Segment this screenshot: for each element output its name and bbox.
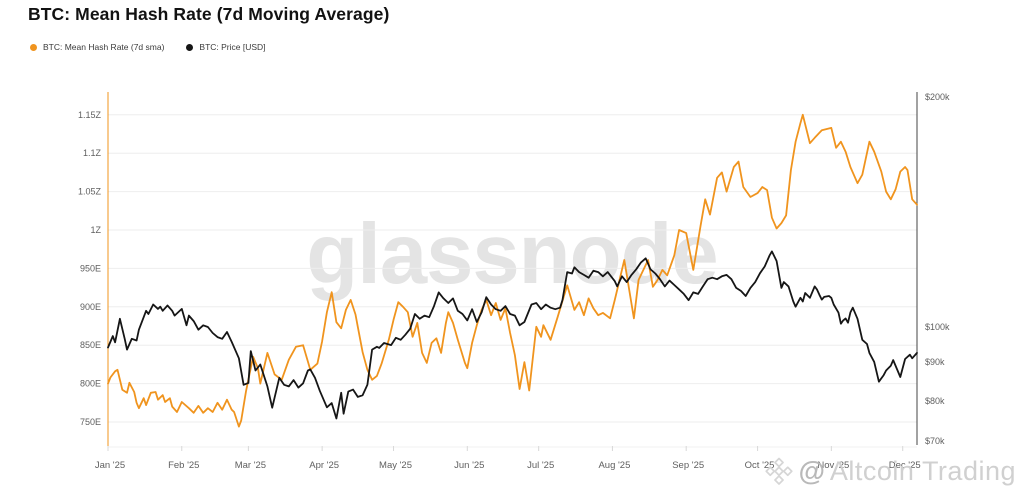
legend-label: BTC: Price [USD] (199, 42, 266, 52)
y-right-tick-label: $90k (925, 357, 945, 367)
x-tick-label: Dec '25 (889, 460, 921, 471)
x-tick-label: Apr '25 (309, 460, 339, 471)
y-right-tick-label: $70k (925, 436, 945, 446)
hash-rate-line (107, 113, 918, 428)
y-left-tick-label: 1.05Z (78, 187, 102, 197)
x-tick-label: Aug '25 (598, 460, 630, 471)
legend-item-hash-rate[interactable]: BTC: Mean Hash Rate (7d sma) (30, 42, 164, 52)
y-right-tick-label: $80k (925, 396, 945, 406)
y-left-tick-label: 1.1Z (83, 148, 102, 158)
y-left-tick-label: 900E (80, 302, 101, 312)
x-tick-label: Nov '25 (817, 460, 849, 471)
price-legend-dot-icon (186, 43, 194, 51)
legend-item-price[interactable]: BTC: Price [USD] (186, 42, 266, 52)
legend: BTC: Mean Hash Rate (7d sma) BTC: Price … (30, 42, 266, 52)
x-tick-label: Sep '25 (672, 460, 704, 471)
y-left-tick-label: 800E (80, 379, 101, 389)
credit-name: Altcoin Trading (829, 456, 1016, 486)
x-tick-label: Feb '25 (168, 460, 199, 471)
chart-title: BTC: Mean Hash Rate (7d Moving Average) (28, 4, 390, 24)
y-left-tick-label: 950E (80, 263, 101, 273)
y-left-tick-label: 1.15Z (78, 110, 102, 120)
x-tick-label: Mar '25 (235, 460, 266, 471)
x-tick-label: Jan '25 (95, 460, 125, 471)
legend-label: BTC: Mean Hash Rate (7d sma) (43, 42, 165, 52)
glassnode-watermark: glassnode (306, 207, 718, 302)
credit-at-symbol: @ (798, 456, 825, 486)
y-left-tick-label: 750E (80, 417, 101, 427)
hash-rate-legend-dot-icon (30, 43, 37, 51)
credit-watermark: @ Altcoin Trading (764, 456, 1016, 487)
y-left-tick-label: 850E (80, 340, 101, 350)
x-tick-label: Jul '25 (527, 460, 554, 471)
y-right-tick-label: $200k (925, 92, 950, 102)
price-line (107, 250, 918, 420)
diamond-logo-icon (764, 457, 793, 485)
y-right-tick-label: $100k (925, 322, 950, 332)
x-tick-label: Oct '25 (745, 460, 775, 471)
y-left-tick-label: 1Z (90, 225, 101, 235)
x-tick-label: Jun '25 (454, 460, 484, 471)
x-tick-label: May '25 (379, 460, 412, 471)
